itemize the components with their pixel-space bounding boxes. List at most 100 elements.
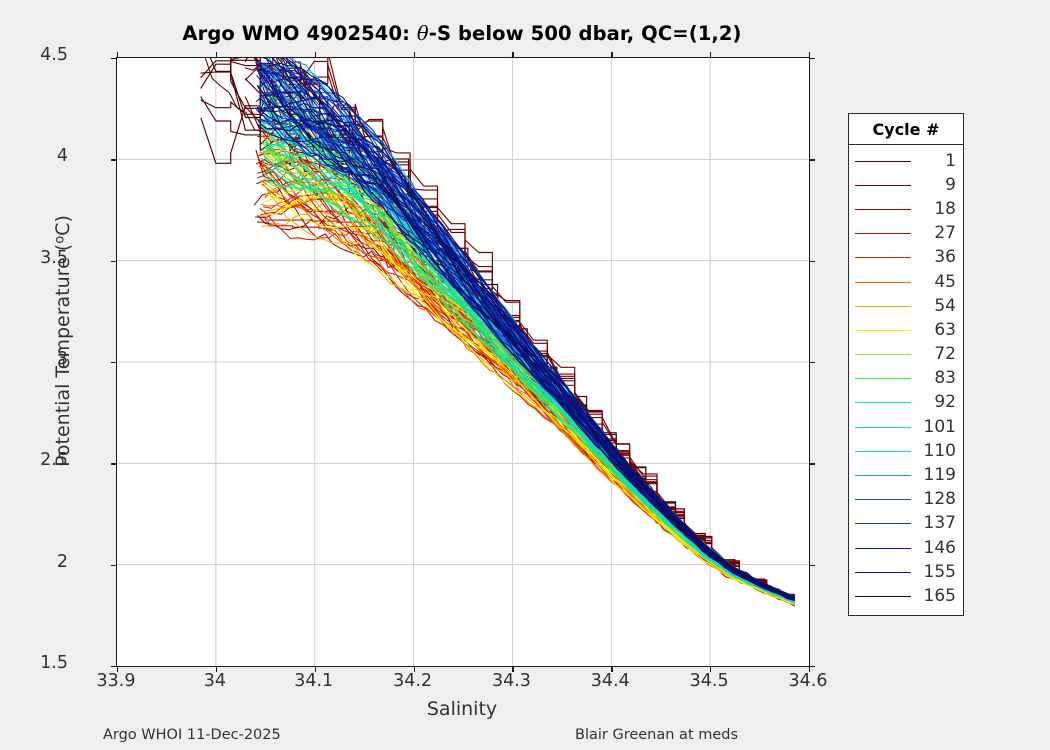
legend-color-swatch xyxy=(855,305,911,307)
legend-color-swatch xyxy=(855,450,911,452)
x-axis-tick xyxy=(314,666,316,672)
legend-color-swatch xyxy=(855,571,911,573)
legend-row[interactable]: 137 xyxy=(849,512,963,536)
legend-label: 54 xyxy=(934,295,956,316)
legend-row[interactable]: 146 xyxy=(849,536,963,560)
x-axis-tick xyxy=(215,666,218,672)
profile-line xyxy=(265,158,795,604)
legend-color-swatch xyxy=(855,426,911,428)
y-axis-tick-label: 2.5 xyxy=(40,450,68,471)
legend-label: 101 xyxy=(923,416,956,437)
legend-color-swatch xyxy=(855,257,911,259)
legend-label: 165 xyxy=(923,585,956,606)
legend-row[interactable]: 72 xyxy=(849,343,963,367)
plot-axes[interactable] xyxy=(111,52,815,672)
x-axis-title: Salinity xyxy=(426,698,498,720)
legend-row[interactable]: 45 xyxy=(849,270,963,294)
legend-title: Cycle # xyxy=(849,114,963,145)
legend-row[interactable]: 101 xyxy=(849,415,963,439)
legend-color-swatch xyxy=(855,354,911,356)
legend-items: 1 9 18 27 36 45 54 63 72 83 92 101 110 119 128 137 146 15… xyxy=(849,145,963,615)
y-axis-tick-label: 1.5 xyxy=(40,653,68,673)
profile-line xyxy=(258,69,795,599)
legend-row[interactable]: 63 xyxy=(849,318,963,342)
plot-area xyxy=(117,58,809,666)
y-axis-tick xyxy=(111,159,117,161)
x-axis-tick xyxy=(117,666,119,672)
legend-row[interactable]: 27 xyxy=(849,222,963,246)
x-axis-tick-label: 34.5 xyxy=(689,671,729,691)
legend-color-swatch xyxy=(855,281,911,283)
legend-row[interactable]: 128 xyxy=(849,488,963,512)
legend-row[interactable]: 155 xyxy=(849,560,963,584)
legend-label: 27 xyxy=(934,223,956,244)
legend-row[interactable]: 110 xyxy=(849,439,963,463)
profile-line xyxy=(260,196,795,603)
x-axis-tick xyxy=(314,52,316,58)
legend-color-swatch xyxy=(855,329,911,331)
y-axis-tick xyxy=(809,159,815,161)
legend-label: 36 xyxy=(934,247,956,268)
x-axis-tick xyxy=(710,666,712,672)
legend[interactable]: Cycle # 1 9 18 27 36 45 54 63 72 83 92 101 110 119 128… xyxy=(848,113,964,616)
x-axis-tick xyxy=(215,52,218,58)
x-axis-tick-label: 34.3 xyxy=(491,671,531,691)
profile-line xyxy=(261,195,795,604)
legend-color-swatch xyxy=(855,547,911,549)
x-axis-tick xyxy=(413,52,415,58)
legend-row[interactable]: 1 xyxy=(849,149,963,173)
legend-color-swatch xyxy=(855,233,911,235)
legend-row[interactable]: 119 xyxy=(849,463,963,487)
x-axis-tick-label: 34.1 xyxy=(294,671,334,691)
legend-label: 155 xyxy=(923,561,956,582)
x-axis-tick-label: 34.2 xyxy=(393,671,433,691)
x-axis-tick xyxy=(512,666,514,672)
legend-label: 137 xyxy=(923,513,956,534)
x-axis-tick xyxy=(611,52,613,58)
legend-row[interactable]: 92 xyxy=(849,391,963,415)
y-axis-tick-label: 4 xyxy=(56,146,68,167)
x-axis-tick-label: 33.9 xyxy=(96,671,136,691)
legend-label: 63 xyxy=(934,319,956,340)
y-axis-tick xyxy=(111,362,117,364)
x-axis-tick xyxy=(809,666,811,672)
legend-row[interactable]: 54 xyxy=(849,294,963,318)
y-axis-title: Potential Temperature (oC) xyxy=(52,215,74,467)
legend-label: 45 xyxy=(934,271,956,292)
profile-line xyxy=(259,207,795,605)
title-suffix: -S below 500 dbar, QC=(1,2) xyxy=(428,22,742,45)
profile-line xyxy=(258,72,795,601)
y-axis-tick xyxy=(111,260,117,262)
legend-row[interactable]: 9 xyxy=(849,173,963,197)
y-axis-tick-label: 2 xyxy=(56,551,68,572)
profile-line xyxy=(257,205,795,605)
legend-row[interactable]: 165 xyxy=(849,584,963,608)
legend-color-swatch xyxy=(855,378,911,380)
profile-line xyxy=(255,58,795,602)
theta-symbol: θ xyxy=(416,22,429,45)
x-axis-tick-label: 34.6 xyxy=(788,671,828,691)
legend-row[interactable]: 36 xyxy=(849,246,963,270)
x-axis-tick xyxy=(611,666,613,672)
legend-color-swatch xyxy=(855,402,911,404)
profile-line xyxy=(271,58,795,599)
legend-color-swatch xyxy=(855,475,911,477)
y-axis-tick xyxy=(111,58,117,60)
x-axis-tick xyxy=(413,666,415,672)
legend-row[interactable]: 18 xyxy=(849,197,963,221)
gridlines xyxy=(117,58,809,666)
y-axis-tick xyxy=(809,260,815,262)
x-axis-tick xyxy=(512,52,514,58)
legend-label: 83 xyxy=(934,368,956,389)
legend-label: 18 xyxy=(934,198,956,219)
y-axis-tick-label: 4.5 xyxy=(40,45,68,65)
y-axis-tick xyxy=(111,564,117,566)
legend-label: 119 xyxy=(923,465,956,486)
legend-color-swatch xyxy=(855,523,911,525)
x-axis-tick-label: 34 xyxy=(203,671,226,691)
x-axis-tick-label: 34.4 xyxy=(590,671,630,691)
title-prefix: Argo WMO 4902540: xyxy=(182,22,417,45)
y-axis-tick xyxy=(809,463,815,465)
legend-row[interactable]: 83 xyxy=(849,367,963,391)
